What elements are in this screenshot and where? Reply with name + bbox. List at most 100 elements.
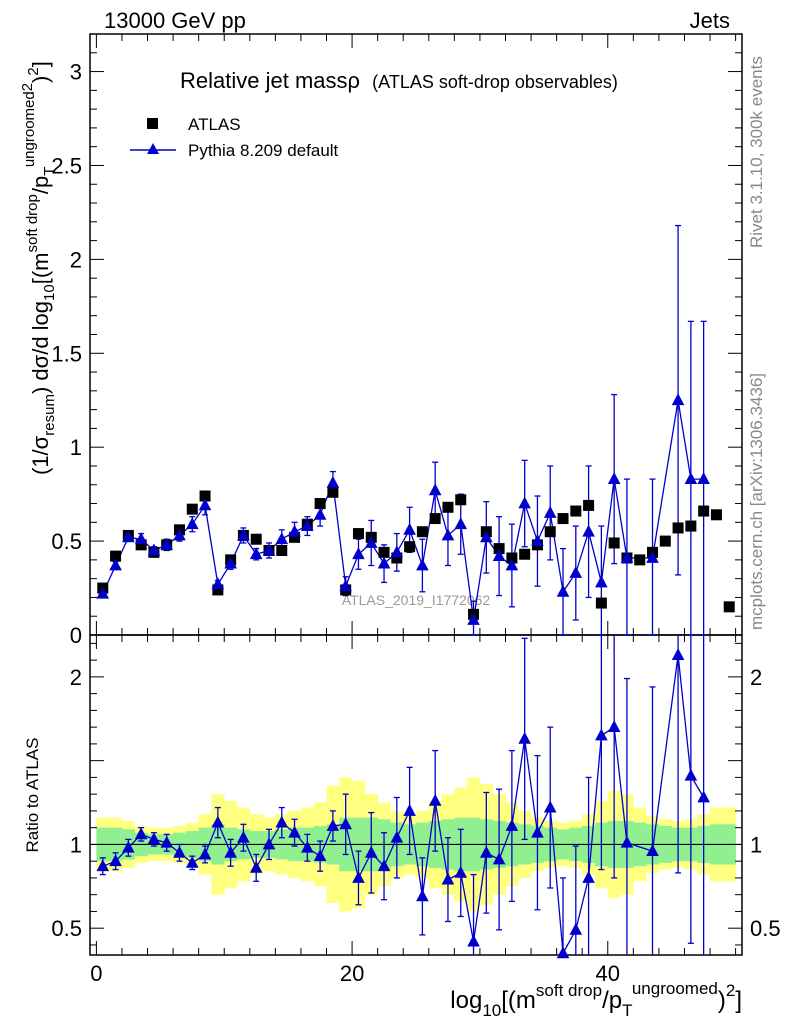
- ratio-point: [467, 934, 480, 947]
- atlas-point: [314, 498, 326, 510]
- plot-title-sub: (ATLAS soft-drop observables): [372, 72, 618, 92]
- atlas-point: [212, 584, 224, 596]
- pythia-point: [173, 528, 186, 541]
- legend-atlas-marker: [147, 118, 158, 129]
- ratio-point: [339, 817, 352, 830]
- ratio-point: [671, 648, 685, 661]
- ratio-point: [646, 844, 659, 857]
- ratio-point: [364, 845, 378, 858]
- atlas-point: [327, 486, 339, 498]
- atlas-point: [710, 509, 722, 521]
- ratio-point: [301, 840, 314, 853]
- legend-pythia-label: Pythia 8.209 default: [188, 141, 339, 160]
- pythia-point: [313, 507, 327, 520]
- pythia-point: [671, 393, 685, 406]
- ratio-point: [569, 922, 583, 935]
- ratio-point: [96, 859, 110, 872]
- atlas-point: [583, 499, 595, 511]
- atlas-point: [506, 552, 518, 564]
- atlas-point: [276, 544, 288, 556]
- atlas-point: [595, 597, 607, 609]
- pythia-point: [403, 522, 416, 535]
- ratio-ytick-label-right: 0.5: [750, 916, 781, 941]
- pythia-point: [237, 528, 250, 541]
- legend: ATLAS Pythia 8.209 default: [130, 115, 339, 160]
- atlas-point: [186, 503, 198, 515]
- atlas-point: [416, 526, 428, 538]
- ratio-point: [211, 815, 225, 828]
- ratio-point: [109, 854, 122, 867]
- pythia-point: [607, 472, 621, 485]
- ratio-point: [556, 946, 570, 959]
- ratio-point: [326, 818, 340, 831]
- ratio-point: [697, 790, 710, 803]
- main-ytick-label: 2: [70, 247, 82, 272]
- ratio-point: [480, 845, 493, 858]
- ratio-point: [684, 768, 698, 781]
- ratio-point: [377, 859, 391, 872]
- ratio-point: [607, 720, 621, 733]
- pythia-point: [364, 535, 378, 548]
- ratio-frame: [89, 634, 743, 956]
- atlas-point: [378, 546, 390, 558]
- main-ytick-label: 1.5: [51, 341, 82, 366]
- pythia-point: [467, 612, 480, 625]
- ratio-point: [390, 830, 404, 843]
- pythia-point: [352, 547, 365, 560]
- atlas-point: [352, 528, 364, 540]
- main-ytick-label: 1: [70, 435, 82, 460]
- header-left: 13000 GeV pp: [104, 8, 246, 33]
- atlas-point: [135, 539, 147, 551]
- ratio-point: [403, 803, 416, 816]
- pythia-point: [390, 545, 404, 558]
- ratio-point: [122, 840, 135, 853]
- ratio-ytick-label: 0.5: [51, 916, 82, 941]
- ratio-point: [492, 852, 506, 865]
- ratio-panel-marks: [96, 635, 710, 959]
- analysis-watermark: ATLAS_2019_I1772062: [342, 592, 491, 608]
- ratio-point: [224, 845, 237, 858]
- pythia-point: [211, 577, 225, 590]
- legend-atlas-label: ATLAS: [188, 115, 241, 134]
- atlas-point: [698, 505, 710, 517]
- ratio-point: [582, 870, 595, 883]
- atlas-point: [519, 548, 531, 560]
- atlas-point: [493, 543, 505, 555]
- pythia-point: [122, 530, 135, 543]
- ratio-point: [543, 800, 557, 813]
- pythia-point: [646, 550, 659, 563]
- main-ytick-label: 0: [70, 623, 82, 648]
- pythia-point: [556, 584, 570, 597]
- atlas-point: [404, 541, 416, 553]
- xtick-label: 40: [596, 961, 620, 986]
- pythia-point: [377, 556, 391, 569]
- atlas-point: [557, 513, 569, 525]
- atlas-point: [570, 505, 582, 517]
- ratio-point: [160, 835, 174, 848]
- pythia-point: [339, 579, 352, 592]
- ratio-point: [428, 793, 442, 806]
- ratio-point: [185, 855, 199, 868]
- atlas-point: [199, 490, 211, 502]
- main-ytick-label: 3: [70, 60, 82, 85]
- pythia-point: [595, 575, 608, 588]
- pythia-point: [326, 475, 340, 488]
- main-ytick-label: 0.5: [51, 529, 82, 554]
- ratio-point: [147, 832, 161, 845]
- pythia-point: [569, 566, 583, 578]
- xtick-label: 20: [340, 961, 364, 986]
- atlas-point: [289, 531, 301, 543]
- ratio-point: [352, 870, 365, 883]
- pythia-point: [185, 517, 199, 530]
- pythia-point: [505, 558, 519, 571]
- plot-title-main: Relative jet massρ: [180, 68, 360, 93]
- atlas-point: [250, 533, 262, 545]
- atlas-point: [672, 522, 684, 534]
- ratio-point: [237, 830, 250, 843]
- pythia-point: [198, 498, 212, 511]
- ratio-point: [313, 849, 327, 862]
- atlas-point: [391, 552, 403, 564]
- ratio-point: [454, 865, 468, 878]
- pythia-point: [109, 558, 122, 571]
- ratio-ytick-label: 2: [70, 665, 82, 690]
